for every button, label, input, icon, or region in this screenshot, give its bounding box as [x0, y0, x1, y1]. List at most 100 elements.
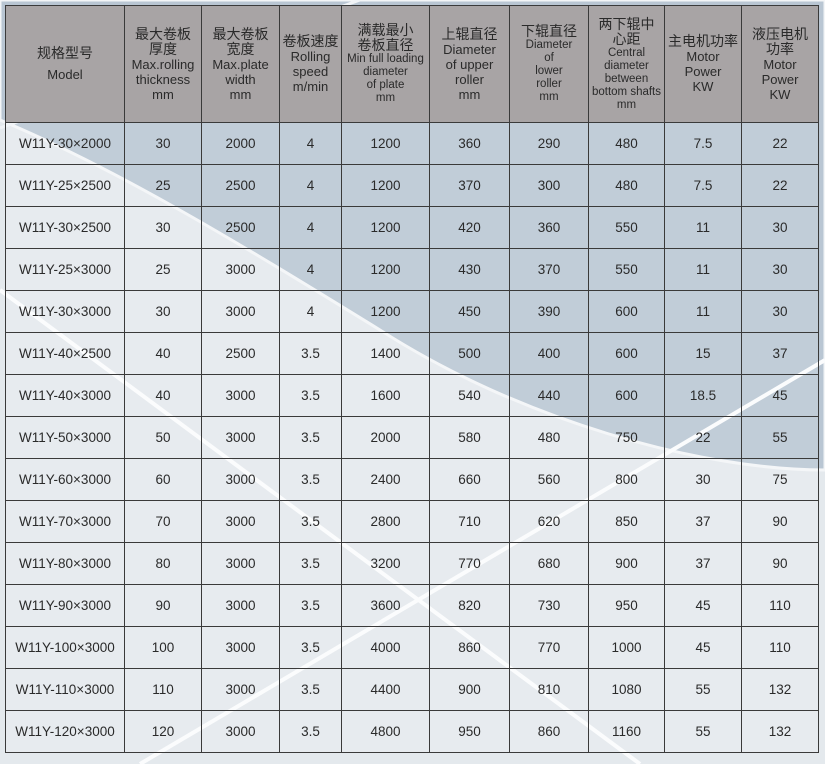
value-cell: 4800 [341, 710, 430, 753]
column-header: 液压电机功率 Motor Power KW [741, 5, 819, 123]
value-cell: 4 [279, 164, 342, 207]
value-cell: 480 [588, 164, 665, 207]
value-cell: 100 [124, 626, 202, 669]
value-cell: 680 [509, 542, 589, 585]
column-header-zh: 满载最小卷板直径 [357, 22, 414, 53]
value-cell: 600 [588, 290, 665, 333]
model-cell: W11Y-30×2000 [5, 122, 125, 165]
value-cell: 22 [664, 416, 742, 459]
value-cell: 850 [588, 500, 665, 543]
value-cell: 950 [429, 710, 510, 753]
value-cell: 1200 [341, 248, 430, 291]
value-cell: 110 [124, 668, 202, 711]
model-cell: W11Y-50×3000 [5, 416, 125, 459]
column-header-en: of plate [366, 79, 405, 91]
column-header-zh: 两下辊中心距 [598, 15, 655, 47]
column-header-en: KW [769, 86, 791, 102]
column-header-en: Diameter [525, 39, 573, 51]
value-cell: 560 [509, 458, 589, 501]
value-cell: 900 [429, 668, 510, 711]
column-header: 最大卷板厚度 Max.rolling thickness mm [124, 5, 202, 123]
column-header-en: roller [536, 78, 562, 90]
value-cell: 3000 [201, 458, 280, 501]
value-cell: 580 [429, 416, 510, 459]
value-cell: 450 [429, 290, 510, 333]
column-header-zh: 最大卷板厚度 [135, 25, 191, 57]
column-header-en: Diameter [443, 41, 496, 57]
value-cell: 25 [124, 248, 202, 291]
value-cell: 770 [429, 542, 510, 585]
value-cell: 430 [429, 248, 510, 291]
value-cell: 30 [664, 458, 742, 501]
value-cell: 390 [509, 290, 589, 333]
value-cell: 4 [279, 290, 342, 333]
value-cell: 4 [279, 206, 342, 249]
model-cell: W11Y-25×3000 [5, 248, 125, 291]
value-cell: 75 [741, 458, 819, 501]
value-cell: 730 [509, 584, 589, 627]
value-cell: 860 [509, 710, 589, 753]
value-cell: 90 [741, 500, 819, 543]
value-cell: 30 [741, 206, 819, 249]
value-cell: 3.5 [279, 416, 342, 459]
column-header-en: mm [458, 86, 481, 102]
column-header-zh: 卷板速度 [282, 33, 339, 49]
value-cell: 4000 [341, 626, 430, 669]
table-row: W11Y-25×3000 25 3000 4 1200 430 370 550 11 30 [5, 248, 819, 291]
table-row: W11Y-40×3000 40 3000 3.5 1600 540 440 600 18.5 45 [5, 374, 819, 417]
value-cell: 370 [509, 248, 589, 291]
value-cell: 2500 [201, 164, 280, 207]
value-cell: 30 [124, 122, 202, 165]
value-cell: 1600 [341, 374, 430, 417]
value-cell: 480 [588, 122, 665, 165]
model-cell: W11Y-100×3000 [5, 626, 125, 669]
value-cell: 3.5 [279, 542, 342, 585]
column-header: 上辊直径 Diameter of upper roller mm [429, 5, 510, 123]
column-header: 规格型号 Model [5, 5, 125, 123]
column-header-en: thickness [135, 71, 191, 87]
column-header-en: Motor [763, 56, 797, 72]
value-cell: 132 [741, 668, 819, 711]
value-cell: 18.5 [664, 374, 742, 417]
column-header-en: Model [47, 67, 83, 82]
value-cell: 22 [741, 164, 819, 207]
value-cell: 4 [279, 122, 342, 165]
table-row: W11Y-80×3000 80 3000 3.5 3200 770 680 900 37 90 [5, 542, 819, 585]
column-header-zh: 液压电机功率 [752, 25, 808, 57]
column-header-en: Max.rolling [131, 56, 195, 72]
value-cell: 30 [741, 290, 819, 333]
value-cell: 3000 [201, 626, 280, 669]
column-header-en: m/min [292, 79, 329, 94]
value-cell: 900 [588, 542, 665, 585]
value-cell: 550 [588, 248, 665, 291]
model-cell: W11Y-120×3000 [5, 710, 125, 753]
value-cell: 3000 [201, 542, 280, 585]
table-row: W11Y-30×2500 30 2500 4 1200 420 360 550 11 30 [5, 206, 819, 249]
value-cell: 1200 [341, 164, 430, 207]
value-cell: 3.5 [279, 500, 342, 543]
value-cell: 90 [124, 584, 202, 627]
value-cell: 3000 [201, 668, 280, 711]
table-row: W11Y-60×3000 60 3000 3.5 2400 660 560 800 30 75 [5, 458, 819, 501]
value-cell: 25 [124, 164, 202, 207]
model-cell: W11Y-60×3000 [5, 458, 125, 501]
value-cell: 540 [429, 374, 510, 417]
value-cell: 480 [509, 416, 589, 459]
value-cell: 90 [741, 542, 819, 585]
value-cell: 45 [741, 374, 819, 417]
spec-table: 规格型号 Model 最大卷板厚度 Max.rolling thickness mm 最大卷… [5, 5, 819, 753]
column-header-en: mm [375, 92, 396, 104]
value-cell: 3200 [341, 542, 430, 585]
value-cell: 660 [429, 458, 510, 501]
column-header-zh: 上辊直径 [441, 25, 498, 42]
value-cell: 1080 [588, 668, 665, 711]
column-header-en: Central [607, 46, 646, 59]
value-cell: 1400 [341, 332, 430, 375]
model-cell: W11Y-110×3000 [5, 668, 125, 711]
value-cell: 37 [664, 542, 742, 585]
value-cell: 37 [741, 332, 819, 375]
value-cell: 3000 [201, 500, 280, 543]
table-row: W11Y-100×3000 100 3000 3.5 4000 860 770 1000 45 1… [5, 626, 819, 669]
value-cell: 45 [664, 584, 742, 627]
table-row: W11Y-110×3000 110 3000 3.5 4400 900 810 1080 55 1… [5, 668, 819, 711]
